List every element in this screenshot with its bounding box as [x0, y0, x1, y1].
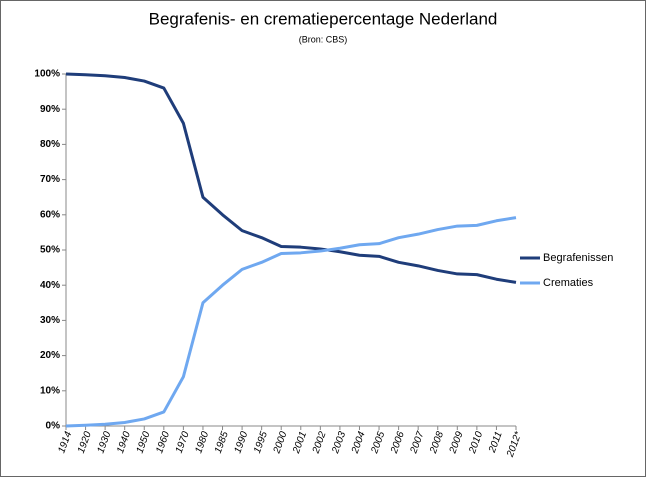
y-tick-label: 10%: [40, 385, 60, 396]
y-tick-label: 100%: [34, 69, 60, 80]
series-line: [65, 72, 517, 284]
y-tick-label: 80%: [40, 139, 60, 150]
series-line: [65, 216, 517, 428]
y-tick-label: 20%: [40, 350, 60, 361]
chart-subtitle: (Bron: CBS): [299, 34, 348, 44]
y-tick-label: 30%: [40, 315, 60, 326]
y-tick-label: 0%: [46, 421, 61, 432]
y-tick-label: 60%: [40, 209, 60, 220]
y-tick-label: 50%: [40, 245, 60, 256]
chart-title: Begrafenis- en crematiepercentage Nederl…: [149, 9, 498, 28]
y-tick-label: 70%: [40, 174, 60, 185]
legend-label: Begrafenissen: [543, 252, 613, 264]
legend-label: Crematies: [543, 277, 594, 289]
y-tick-label: 40%: [40, 280, 60, 291]
y-tick-label: 90%: [40, 104, 60, 115]
